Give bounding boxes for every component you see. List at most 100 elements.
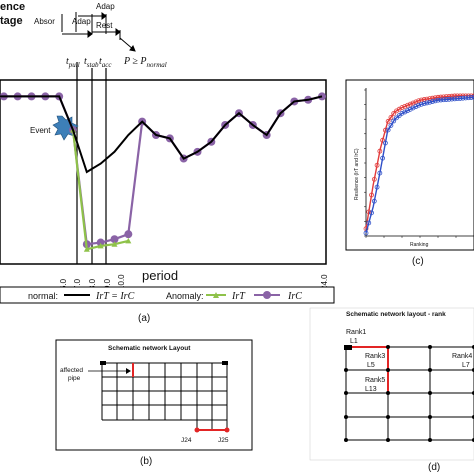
event-label: Event [30,126,51,135]
panel-b-frame [55,339,253,451]
plot-c-series-red-point [402,103,408,109]
reservoir-d [344,345,352,350]
plot-c-series-red-point [380,137,386,143]
series-irt-point [111,241,118,247]
plot-c-series-red-point [399,105,405,110]
plot-c-series-blue-point [441,97,446,103]
plot-c-series-red-point [391,111,397,116]
x-axis-label: period [142,268,178,283]
l13-label: L13 [365,386,377,393]
plot-c-series-blue-point [435,97,441,103]
phase-arrows [61,12,136,52]
plot-c-series-blue-point [369,210,374,216]
plot-c-series-blue-point [454,96,460,102]
phase-absorb-label: Absor [34,17,55,26]
plot-c-series-red-point [369,192,374,198]
legend-box [0,286,335,304]
plot-c-series-red-point [449,93,455,99]
legend-anomaly-label: Anomaly: [166,291,204,301]
condition-label: P ≥ Pnormal [123,56,167,69]
plot-c-series-blue-point [413,104,419,110]
plot-c-series-red-point [374,162,380,168]
plot-c-series-blue-point [471,94,474,100]
node-j25 [224,427,230,433]
l7-label: L7 [462,362,470,369]
plot-c-series-blue-point [399,110,405,116]
plot-c-series-blue-point [460,95,466,101]
plot-c-series-red-point [377,148,383,154]
plot-c-series-red-point [446,94,452,99]
xtick-24: 24.0 [320,274,329,290]
plot-c-series-blue-point [374,184,380,190]
plot-c-series-blue-point [421,101,427,106]
series-irc-point [124,230,133,239]
plot-a-series [0,92,326,252]
plot-c-series-red-point [454,93,460,99]
plot-c-series-red-point [438,94,444,100]
affected-label-2: pipe [68,375,81,382]
legend-irc-label: IrC [287,291,302,302]
plot-c-series-blue-point [377,170,383,176]
xtick-9: 9.0 [103,278,112,290]
plot-c-series-red-point [388,115,394,120]
plot-c-ticks [364,89,474,238]
plot-c-series-blue-point [385,127,391,133]
t-acc-label: tacc [99,56,112,69]
plot-c-series-red-point [441,94,446,100]
caption-c: (c) [412,256,424,267]
node-j25-label: J25 [218,437,229,444]
legend-irt-label: IrT [231,291,246,302]
l5-label: L5 [367,362,375,369]
plot-c-series-blue-point [388,123,394,128]
plot-c-series-red-point [385,118,391,124]
series-irc-point [110,235,119,244]
panel-d-title: Schematic network layout - rank [346,311,446,318]
series-irt-point [97,242,104,249]
plot-c-series-blue-point [405,108,410,114]
plot-c-series-red-point [416,98,422,104]
phase-restore-label: Rest [96,21,113,30]
t-pull-label: tpull [66,56,80,69]
plot-c-series-blue-point [410,105,416,111]
reservoir-b-right [222,361,228,365]
plot-c-series-blue-point [416,102,422,108]
panel-d-frame [309,307,474,461]
legend-irc-marker [263,291,271,299]
t-stab-label: tstab [84,56,99,69]
rank5-label: Rank5 [365,377,385,384]
panel-a: ence tage Absor Adap Adap Rest P ≥ Pnorm… [0,1,335,324]
series-irt-point [125,237,132,244]
plot-c-series-red-point [366,209,372,215]
plot-c-series-blue-point [424,100,430,106]
plot-c-series-blue-point [427,99,433,105]
legend-a: normal: IrT = IrC Anomaly: IrT IrC [0,286,335,304]
plot-c-series-red-point [452,93,458,99]
plot-c-series-red-point [410,100,416,106]
plot-c-series-blue-point [446,96,452,102]
plot-c-series-blue-point [407,106,413,112]
phase-adapt-upper-label: Adap [96,2,115,11]
plot-c-series-red-point [405,102,410,108]
panel-b-title: Schematic network Layout [108,345,191,352]
series-irt-point [83,246,90,252]
legend-normal-expr: IrT = IrC [95,291,135,302]
affected-label-1: affected [60,367,83,374]
event-burst-icon [52,115,79,141]
plot-c-series-blue-point [438,97,444,103]
xtick-10: 10.0 [117,274,126,290]
rank1-label: Rank1 [346,329,366,336]
plot-c-xlabel: Ranking [410,242,429,248]
plot-c-series-red-point [430,95,435,101]
plot-c-series-red-point [371,176,377,182]
plot-c-series-red-point [413,99,419,105]
plot-c-series-blue-point [443,97,449,102]
plot-c-series-blue-point [380,155,386,161]
plot-c-series-blue-point [463,95,469,101]
plot-a-xticks: 6.0 7.0 8.0 9.0 10.0 24.0 [59,274,329,290]
xtick-6: 6.0 [59,278,68,290]
series-irc-line [0,95,323,246]
plot-a-frame [0,79,327,265]
plot-c-series-blue-point [457,96,463,101]
plot-c-series [363,93,474,236]
panel-c-frame [345,79,474,251]
